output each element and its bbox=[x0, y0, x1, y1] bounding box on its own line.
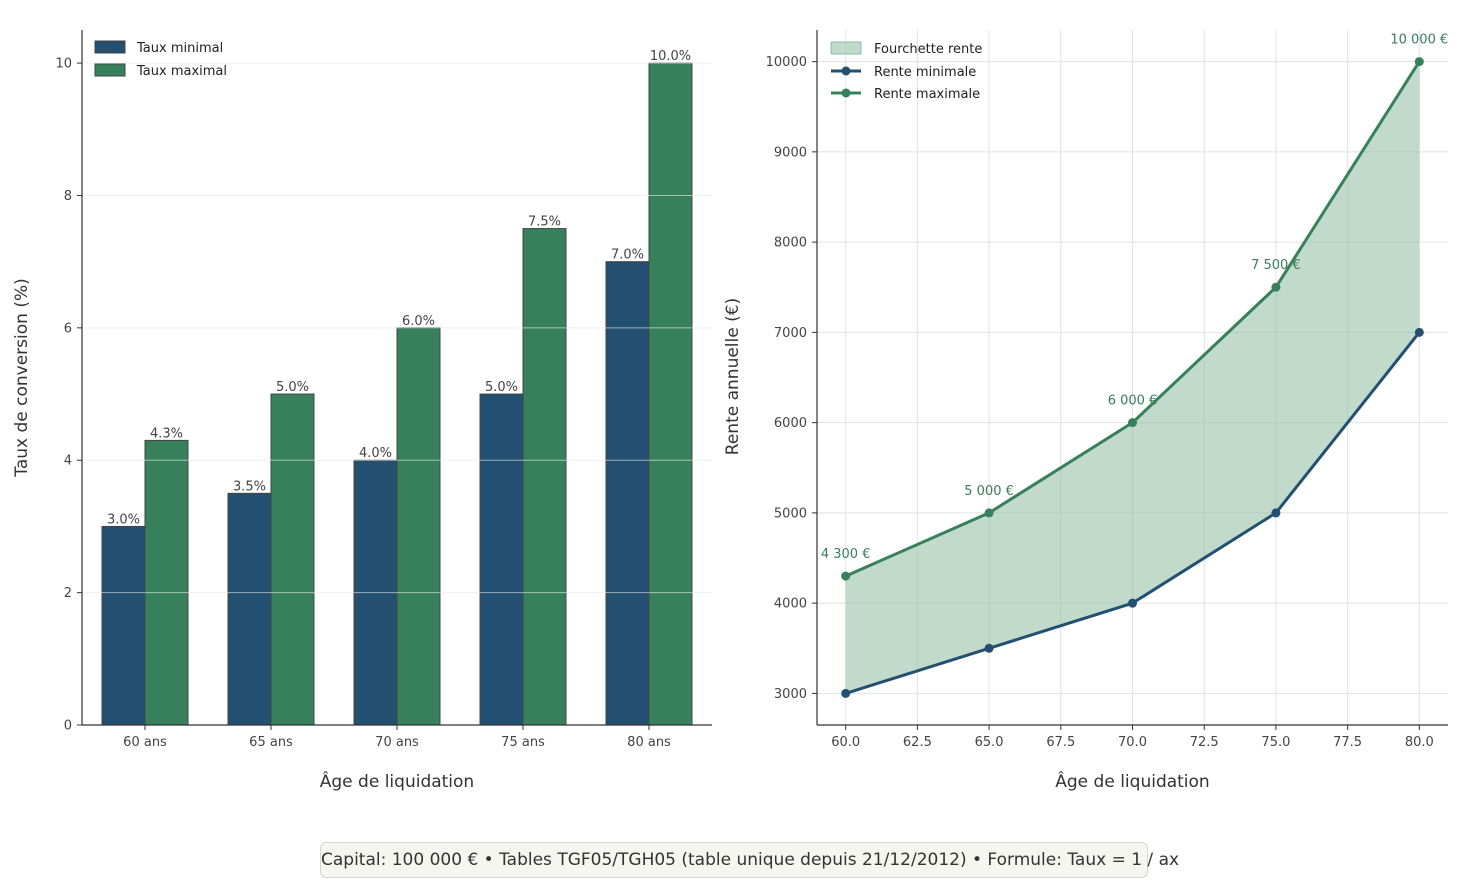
bar-value-label: 3.0% bbox=[107, 512, 140, 527]
bar-value-label: 5.0% bbox=[276, 380, 309, 395]
y-tick-label: 10000 bbox=[766, 55, 807, 70]
y-tick-label: 4 bbox=[64, 454, 72, 469]
bar-value-label: 4.0% bbox=[359, 446, 392, 461]
x-tick-label: 60 ans bbox=[123, 735, 167, 750]
bar bbox=[605, 261, 650, 726]
annuity-range-band bbox=[845, 61, 1420, 694]
legend-label: Rente maximale bbox=[874, 87, 980, 102]
x-tick-label: 75 ans bbox=[501, 735, 545, 750]
y-tick-label: 7000 bbox=[774, 326, 807, 341]
bar-value-label: 3.5% bbox=[233, 479, 266, 494]
y-axis-title: Rente annuelle (€) bbox=[723, 298, 743, 455]
data-point bbox=[1128, 598, 1137, 608]
y-tick-label: 3000 bbox=[774, 687, 807, 702]
y-axis-title: Taux de conversion (%) bbox=[12, 278, 32, 478]
point-value-label: 5 000 € bbox=[964, 484, 1014, 499]
data-point bbox=[1414, 57, 1424, 67]
bar-value-label: 7.5% bbox=[528, 215, 561, 230]
x-tick-label: 77.5 bbox=[1333, 735, 1362, 750]
bar bbox=[270, 393, 315, 726]
footnote-box: Capital: 100 000 € • Tables TGF05/TGH05 … bbox=[320, 842, 1179, 878]
bar bbox=[396, 327, 441, 726]
x-tick-label: 65.0 bbox=[975, 735, 1004, 750]
legend-label: Taux maximal bbox=[136, 64, 227, 79]
x-tick-label: 72.5 bbox=[1190, 735, 1219, 750]
figure: 0 2 4 6 8 10 3.0% 4.3% 60 ans 3.5% 5.0% 65 ans 4.0% 6… bbox=[12, 30, 1448, 792]
y-tick-label: 0 bbox=[64, 719, 72, 734]
x-tick-label: 70 ans bbox=[375, 735, 419, 750]
annuity-line-chart: 60.0 62.5 65.0 67.5 70.0 72.5 75.0 77.5 80.0 3000… bbox=[723, 30, 1448, 792]
y-tick-label: 4000 bbox=[774, 597, 807, 612]
legend-marker bbox=[841, 66, 851, 76]
y-tick-label: 10 bbox=[55, 57, 72, 72]
y-tick-label: 2 bbox=[64, 586, 72, 601]
data-point bbox=[1271, 282, 1281, 292]
x-tick-label: 75.0 bbox=[1261, 735, 1290, 750]
bar bbox=[479, 393, 524, 726]
legend-label: Taux minimal bbox=[136, 41, 223, 56]
data-point bbox=[1128, 418, 1137, 428]
y-tick-label: 8 bbox=[64, 189, 72, 204]
x-tick-label: 62.5 bbox=[903, 735, 932, 750]
bar-value-label: 4.3% bbox=[150, 426, 183, 441]
bar bbox=[648, 62, 693, 726]
bar-value-label: 6.0% bbox=[402, 314, 435, 329]
bar-value-label: 10.0% bbox=[650, 49, 691, 64]
conversion-rate-bar-chart: 0 2 4 6 8 10 3.0% 4.3% 60 ans 3.5% 5.0% 65 ans 4.0% 6… bbox=[12, 30, 712, 792]
data-point bbox=[1271, 508, 1281, 518]
x-tick-label: 65 ans bbox=[249, 735, 293, 750]
x-axis-title: Âge de liquidation bbox=[1055, 770, 1209, 792]
x-axis-title: Âge de liquidation bbox=[320, 770, 474, 792]
x-tick-label: 67.5 bbox=[1046, 735, 1075, 750]
bar bbox=[227, 492, 272, 726]
x-tick-label: 80.0 bbox=[1405, 735, 1434, 750]
legend-marker bbox=[841, 88, 851, 98]
point-value-label: 4 300 € bbox=[821, 547, 871, 562]
x-tick-label: 70.0 bbox=[1118, 735, 1147, 750]
x-tick-label: 60.0 bbox=[831, 735, 860, 750]
data-point bbox=[841, 688, 851, 698]
legend-swatch bbox=[94, 40, 126, 54]
y-tick-label: 6000 bbox=[774, 416, 807, 431]
y-tick-label: 5000 bbox=[774, 506, 807, 521]
bar-value-label: 5.0% bbox=[485, 380, 518, 395]
data-point bbox=[1414, 327, 1424, 337]
point-value-label: 7 500 € bbox=[1251, 258, 1301, 273]
bar bbox=[101, 525, 146, 726]
bar-value-label: 7.0% bbox=[611, 248, 644, 263]
y-tick-label: 8000 bbox=[774, 236, 807, 251]
bar bbox=[144, 439, 189, 726]
data-point bbox=[984, 643, 994, 653]
x-tick-label: 80 ans bbox=[627, 735, 671, 750]
legend-label: Fourchette rente bbox=[874, 42, 982, 57]
legend-label: Rente minimale bbox=[874, 65, 976, 80]
legend-swatch bbox=[94, 63, 126, 77]
data-point bbox=[841, 571, 851, 581]
legend-swatch bbox=[830, 41, 862, 55]
bar bbox=[522, 228, 567, 726]
y-tick-label: 6 bbox=[64, 321, 72, 336]
y-tick-label: 9000 bbox=[774, 145, 807, 160]
point-value-label: 10 000 € bbox=[1390, 33, 1448, 48]
data-point bbox=[984, 508, 994, 518]
point-value-label: 6 000 € bbox=[1108, 394, 1158, 409]
